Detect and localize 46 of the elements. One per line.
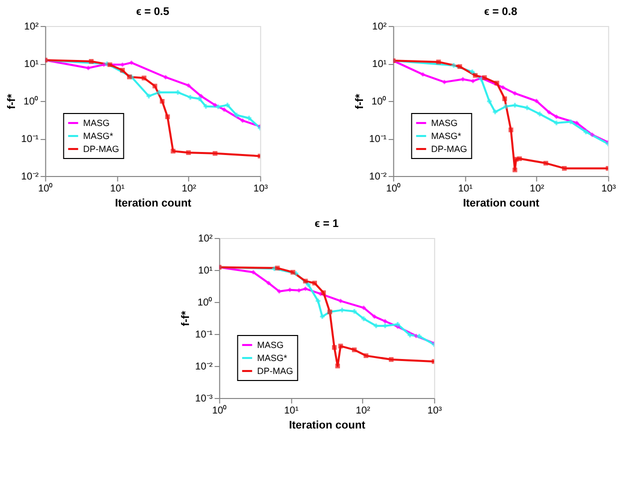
chart-title: ϵ = 0.5 — [136, 6, 170, 18]
y-axis-title: f-f* — [180, 310, 192, 326]
y-tick-label: 10⁻¹ — [21, 134, 40, 145]
y-tick-label: 10⁻² — [21, 172, 40, 182]
y-tick-label: 10⁻³ — [195, 394, 214, 404]
y-tick-label: 10⁰ — [24, 96, 39, 108]
x-tick-label: 10¹ — [110, 184, 126, 194]
legend-label: DP-MAG — [83, 144, 120, 154]
y-tick-label: 10⁻¹ — [369, 134, 388, 145]
x-axis-title: Iteration count — [114, 198, 192, 210]
y-tick-label: 10¹ — [24, 59, 40, 70]
y-tick-label: 10⁰ — [372, 96, 387, 108]
y-axis-title: f-f* — [354, 93, 366, 110]
y-tick-label: 10² — [198, 234, 214, 244]
x-tick-label: 10² — [356, 406, 371, 416]
x-tick-label: 10⁰ — [212, 404, 228, 416]
y-tick-label: 10² — [372, 22, 388, 32]
x-tick-label: 10³ — [253, 184, 269, 194]
x-tick-label: 10² — [182, 184, 197, 194]
legend-label: MASG — [83, 118, 110, 128]
y-tick-label: 10⁰ — [198, 296, 213, 308]
legend-label: MASG — [431, 118, 458, 128]
legend-label: MASG* — [83, 131, 114, 141]
x-axis-title: Iteration count — [462, 198, 540, 210]
y-tick-label: 10⁻² — [195, 362, 214, 372]
y-tick-label: 10⁻¹ — [195, 330, 214, 340]
x-tick-label: 10⁰ — [386, 182, 402, 194]
y-tick-label: 10¹ — [198, 266, 214, 276]
x-tick-label: 10³ — [601, 184, 617, 194]
y-tick-label: 10² — [24, 22, 40, 32]
legend-label: MASG* — [431, 131, 462, 141]
legend-label: DP-MAG — [257, 366, 294, 376]
legend-label: MASG* — [257, 353, 288, 363]
x-axis-title: Iteration count — [288, 420, 366, 432]
x-tick-label: 10⁰ — [38, 182, 54, 194]
x-tick-label: 10¹ — [284, 406, 300, 416]
x-tick-label: 10² — [530, 184, 545, 194]
legend-label: DP-MAG — [431, 144, 468, 154]
x-tick-label: 10¹ — [458, 184, 474, 194]
y-axis-title: f-f* — [6, 93, 18, 110]
chart-title: ϵ = 0.8 — [484, 6, 518, 18]
legend-label: MASG — [257, 340, 284, 350]
y-tick-label: 10⁻² — [369, 172, 388, 182]
chart-title: ϵ = 1 — [314, 218, 339, 230]
y-tick-label: 10¹ — [372, 59, 388, 70]
x-tick-label: 10³ — [427, 406, 443, 416]
